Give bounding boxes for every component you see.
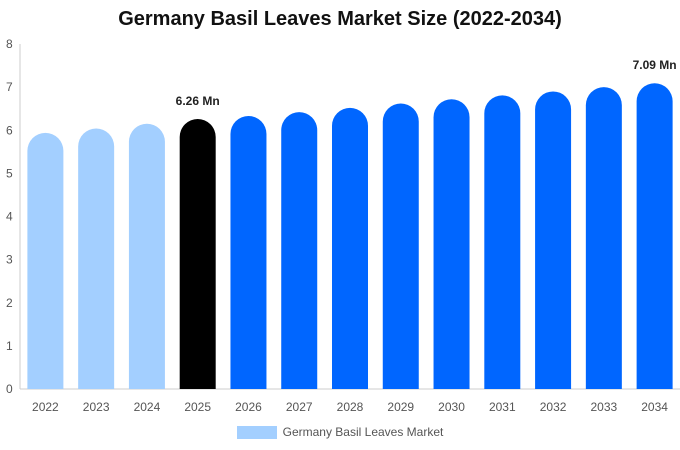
x-tick-label: 2026: [235, 400, 262, 414]
x-tick-label: 2027: [286, 400, 313, 414]
data-label-2025: 6.26 Mn: [176, 94, 220, 108]
y-tick-label: 6: [6, 123, 13, 137]
x-tick-label: 2033: [590, 400, 617, 414]
x-tick-label: 2032: [540, 400, 567, 414]
bar-2032[interactable]: [535, 91, 572, 389]
y-tick-label: 3: [6, 253, 13, 267]
chart-title: Germany Basil Leaves Market Size (2022-2…: [118, 8, 562, 30]
bar-2024[interactable]: [128, 123, 165, 389]
y-tick-label: 2: [6, 296, 13, 310]
x-tick-label: 2023: [83, 400, 110, 414]
bar-2031[interactable]: [484, 95, 521, 389]
x-tick-label: 2028: [337, 400, 364, 414]
legend[interactable]: Germany Basil Leaves Market: [0, 425, 680, 439]
bar-2029[interactable]: [382, 103, 419, 389]
legend-label: Germany Basil Leaves Market: [282, 425, 444, 439]
x-tick-label: 2029: [387, 400, 414, 414]
x-tick-label: 2022: [32, 400, 59, 414]
bar-2027[interactable]: [281, 112, 318, 389]
bar-2028[interactable]: [332, 107, 368, 389]
bar-2026[interactable]: [230, 116, 267, 390]
y-tick-label: 1: [6, 339, 13, 353]
y-tick-label: 8: [6, 37, 13, 51]
x-tick-label: 2034: [641, 400, 668, 414]
bar-2033[interactable]: [585, 87, 622, 389]
bar-2030[interactable]: [433, 99, 470, 389]
y-tick-label: 5: [6, 166, 13, 180]
x-tick-label: 2025: [184, 400, 211, 414]
x-tick-label: 2031: [489, 400, 516, 414]
y-tick-label: 0: [6, 382, 13, 396]
x-tick-label: 2024: [134, 400, 161, 414]
bar-2025[interactable]: [179, 119, 216, 389]
bar-2022[interactable]: [27, 132, 64, 389]
x-tick-label: 2030: [438, 400, 465, 414]
bar-2034[interactable]: [636, 83, 673, 390]
y-tick-label: 4: [6, 210, 13, 224]
data-label-2034: 7.09 Mn: [633, 58, 677, 72]
bar-2023[interactable]: [78, 128, 115, 389]
y-tick-label: 7: [6, 80, 13, 94]
legend-swatch: [236, 425, 277, 439]
